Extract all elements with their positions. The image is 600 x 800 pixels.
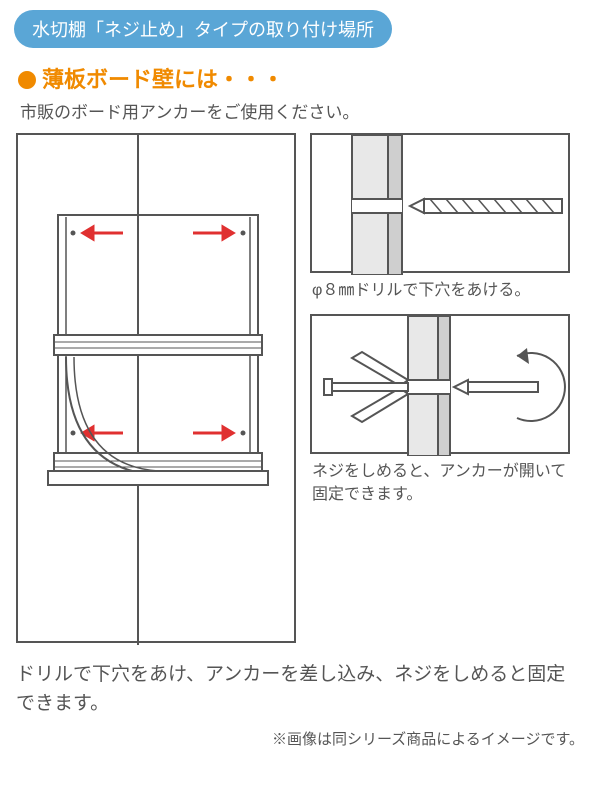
diagram-rack-on-wall xyxy=(16,133,296,643)
step-2-caption: ネジをしめると、アンカーが開いて固定できます。 xyxy=(312,460,582,506)
subtitle: 薄板ボード壁には・・・ xyxy=(18,62,600,94)
step-1-caption: φ８㎜ドリルで下穴をあける。 xyxy=(312,279,582,302)
footnote: ※画像は同シリーズ商品によるイメージです。 xyxy=(0,728,584,749)
bottom-text: ドリルで下穴をあけ、アンカーを差し込み、ネジをしめると固定できます。 xyxy=(16,661,584,718)
bullet-icon xyxy=(18,71,36,89)
header-pill: 水切棚「ネジ止め」タイプの取り付け場所 xyxy=(14,10,392,48)
diagram-drill xyxy=(310,133,570,273)
diagram-anchor xyxy=(310,314,570,454)
step-2: ネジをしめると、アンカーが開いて固定できます。 xyxy=(310,314,584,506)
step-1: φ８㎜ドリルで下穴をあける。 xyxy=(310,133,584,302)
subtitle-text: 薄板ボード壁には・・・ xyxy=(42,67,284,92)
intro-text: 市販のボード用アンカーをご使用ください。 xyxy=(20,98,600,123)
